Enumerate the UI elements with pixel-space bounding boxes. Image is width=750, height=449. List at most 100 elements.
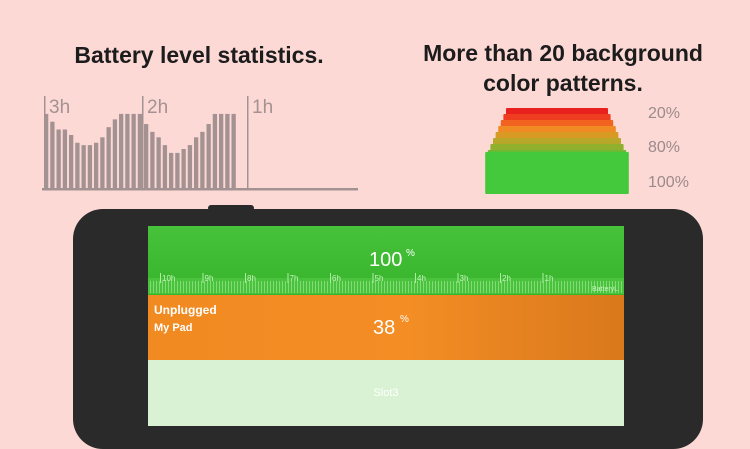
ruler-hour-tick xyxy=(245,273,246,283)
ruler-tick xyxy=(249,281,250,293)
ruler-hour-label: 8h xyxy=(247,274,256,283)
ruler-tick xyxy=(171,281,172,293)
ruler-tick xyxy=(396,281,397,293)
ruler-hour-tick xyxy=(287,273,289,283)
ruler-tick xyxy=(186,281,187,293)
ruler-tick xyxy=(408,281,409,293)
ruler-tick xyxy=(369,281,370,293)
history-bar xyxy=(131,113,136,188)
ruler-tick xyxy=(561,281,562,293)
ruler-tick xyxy=(330,281,331,293)
ruler-tick xyxy=(165,281,166,293)
history-bar xyxy=(50,121,55,188)
ruler-tick xyxy=(162,281,163,293)
ruler-tick xyxy=(528,281,529,293)
history-bar xyxy=(62,129,68,188)
ruler-tick xyxy=(282,281,283,293)
ruler-tick xyxy=(342,281,343,293)
history-bar xyxy=(144,124,149,188)
history-baseline xyxy=(42,188,358,191)
ruler-tick xyxy=(222,281,223,293)
ruler-tick xyxy=(537,281,538,293)
ruler-tick xyxy=(297,281,298,293)
timeline-ruler: 10h 9h 8h 7h 6h 5h 4h 3h 2h 1h BatteryL xyxy=(148,273,624,294)
ruler-tick xyxy=(426,281,427,293)
ruler-tick xyxy=(354,281,355,293)
ruler-tick xyxy=(234,281,235,293)
ruler-tick xyxy=(441,281,442,293)
ruler-hour-tick xyxy=(457,273,459,283)
ruler-tick xyxy=(219,281,220,293)
ruler-tick xyxy=(570,281,571,293)
slot-1-level: 100 xyxy=(369,249,403,271)
ruler-tick xyxy=(453,281,454,293)
ruler-tick xyxy=(201,281,202,293)
ruler-brand: BatteryL xyxy=(592,286,618,293)
ruler-tick xyxy=(504,281,505,293)
ruler-tick xyxy=(606,281,607,293)
ruler-tick xyxy=(303,281,304,293)
ruler-tick xyxy=(513,281,514,293)
ruler-hour-label: 7h xyxy=(290,274,299,283)
ruler-tick xyxy=(315,281,316,293)
history-bar xyxy=(87,145,93,188)
ruler-tick xyxy=(420,281,421,293)
ruler-hour-tick xyxy=(372,273,374,283)
ruler-tick xyxy=(300,281,301,293)
ruler-hour-label: 9h xyxy=(205,274,214,283)
ruler-tick xyxy=(507,281,508,293)
ruler-tick xyxy=(468,281,469,293)
ruler-tick xyxy=(576,281,577,293)
ruler-tick xyxy=(255,281,256,293)
ruler-tick xyxy=(438,281,439,293)
ruler-tick xyxy=(183,281,184,293)
ruler-tick xyxy=(273,281,274,293)
ruler-tick xyxy=(549,281,550,293)
ruler-hour-label: 2h xyxy=(502,274,511,283)
ruler-tick xyxy=(462,281,463,293)
battery-slot-3[interactable]: Slot3 xyxy=(148,360,624,426)
color-patterns-title-line2: color patterns. xyxy=(483,70,643,96)
ruler-tick xyxy=(351,281,352,293)
history-hour-marker xyxy=(247,96,249,188)
ruler-hour-label: 6h xyxy=(332,274,341,283)
ruler-hour-label: 4h xyxy=(417,274,426,283)
history-hour-label: 1h xyxy=(252,97,273,118)
ruler-tick xyxy=(597,281,598,293)
ruler-tick xyxy=(258,281,259,293)
ruler-tick xyxy=(243,281,244,293)
ruler-tick xyxy=(609,281,610,293)
ruler-tick xyxy=(321,281,322,293)
slot-2-level: 38 xyxy=(373,317,396,339)
history-bar xyxy=(156,137,161,188)
battery-slot-2[interactable]: Unplugged My Pad 38 % xyxy=(148,295,624,360)
ruler-tick xyxy=(384,281,385,293)
history-bar xyxy=(106,127,111,188)
history-bar xyxy=(81,145,86,188)
ruler-tick xyxy=(456,281,457,293)
ruler-tick xyxy=(522,281,523,293)
ruler-tick xyxy=(252,281,253,293)
ruler-tick xyxy=(501,281,502,293)
history-bar xyxy=(94,142,99,188)
battery-slot-1[interactable]: 100 % 10h 9h 8h 7h 6h 5h 4h 3h 2h 1h BatteryL xyxy=(148,226,624,295)
ruler-tick xyxy=(228,281,229,293)
ruler-tick xyxy=(207,281,208,293)
history-bar xyxy=(150,131,155,188)
ruler-tick xyxy=(192,281,193,293)
ruler-tick xyxy=(291,281,292,293)
ruler-hour-tick xyxy=(415,273,416,283)
history-bar xyxy=(181,149,186,188)
history-bar xyxy=(219,113,224,188)
ruler-tick xyxy=(363,281,364,293)
ruler-tick xyxy=(360,281,361,293)
ruler-tick xyxy=(411,281,412,293)
slot-3-label: Slot3 xyxy=(373,387,399,399)
ruler-tick xyxy=(594,281,595,293)
ruler-tick xyxy=(531,281,532,293)
ruler-tick xyxy=(333,281,334,293)
ruler-tick xyxy=(375,281,376,293)
history-bar xyxy=(75,142,80,188)
history-bar xyxy=(112,119,118,188)
slot-1-level-unit: % xyxy=(406,248,415,259)
